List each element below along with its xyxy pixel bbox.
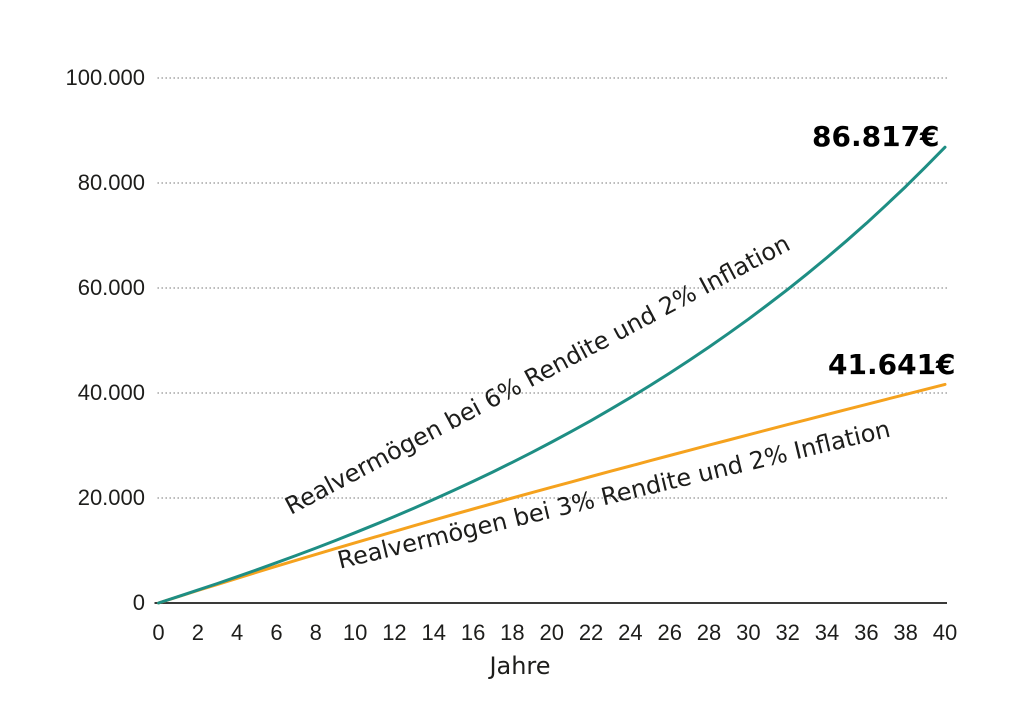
y-tick-label: 0	[132, 590, 145, 615]
series-line-1	[157, 382, 947, 605]
x-tick-label: 0	[152, 620, 165, 645]
y-tick-label: 100.000	[65, 65, 145, 90]
x-tick-label: 10	[342, 620, 368, 645]
x-tick-label: 30	[736, 620, 761, 645]
x-tick-label: 2	[191, 620, 204, 645]
x-tick-label: 32	[775, 620, 800, 645]
series-line-0	[157, 145, 947, 605]
x-tick-label: 36	[854, 620, 879, 645]
x-tick-label: 40	[932, 620, 958, 645]
x-tick-label: 8	[309, 620, 322, 645]
x-tick-label: 34	[814, 620, 840, 645]
x-tick-label: 22	[578, 620, 604, 645]
y-tick-label: 80.000	[77, 170, 145, 195]
x-tick-label: 28	[696, 620, 722, 645]
x-axis-title: Jahre	[489, 652, 551, 680]
x-tick-label: 4	[231, 620, 244, 645]
x-tick-label: 20	[539, 620, 564, 645]
x-tick-label: 12	[382, 620, 407, 645]
x-tick-label: 14	[421, 620, 446, 645]
x-tick-label: 26	[657, 620, 682, 645]
y-tick-label: 60.000	[77, 275, 145, 300]
y-tick-label: 20.000	[77, 485, 145, 510]
x-tick-label: 6	[270, 620, 283, 645]
x-tick-label: 16	[460, 620, 486, 645]
end-value-label-3pct: 41.641€	[828, 348, 956, 381]
x-tick-label: 18	[500, 620, 525, 645]
x-tick-label: 24	[618, 620, 643, 645]
x-tick-label: 38	[893, 620, 918, 645]
end-value-label-6pct: 86.817€	[812, 120, 940, 153]
y-tick-label: 40.000	[77, 380, 145, 405]
